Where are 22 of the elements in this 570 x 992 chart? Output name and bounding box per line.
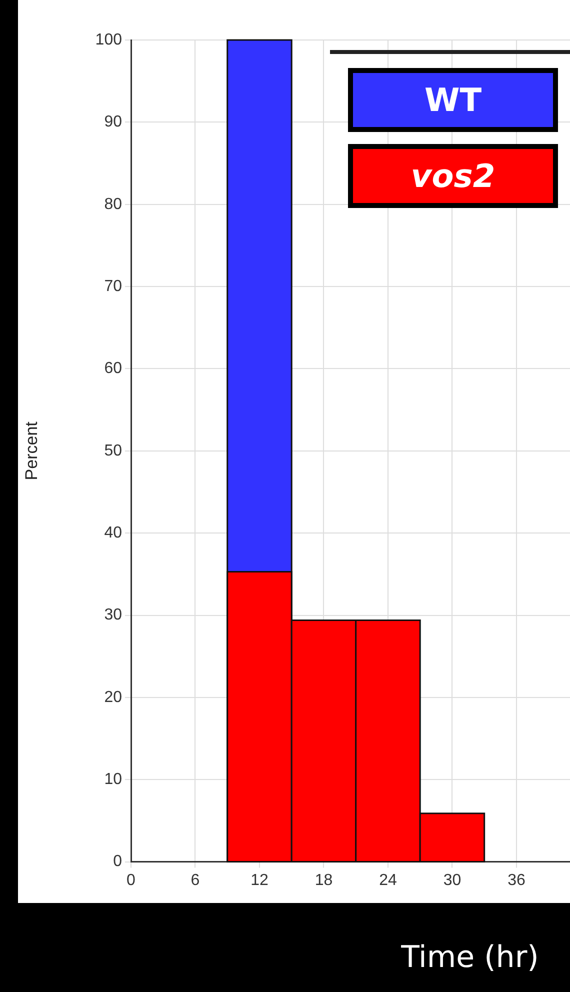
x-axis-title: Time (hr): [400, 940, 540, 975]
text: WT: [348, 68, 558, 132]
y-tick-label: 40: [104, 524, 122, 542]
y-tick-label: 20: [104, 688, 122, 706]
y-tick-label: 60: [104, 360, 122, 378]
x-tick-label: 12: [250, 872, 268, 889]
x-tick-label: 6: [190, 872, 200, 889]
y-tick-label: 90: [104, 114, 122, 131]
y-tick-label: 100: [95, 31, 122, 48]
x-tick-label: 24: [379, 872, 397, 889]
text: vos2: [348, 144, 558, 208]
y-tick-label: 10: [104, 771, 122, 788]
y-tick-label: 50: [104, 442, 122, 460]
x-tick-label: 30: [443, 872, 462, 889]
y-tick-label: 30: [104, 606, 122, 624]
x-tick-label: 36: [508, 872, 526, 889]
x-tick-label: 0: [126, 872, 136, 889]
y-tick-label: 0: [113, 853, 122, 870]
y-tick-label: 80: [104, 196, 122, 213]
y-tick-label: 70: [104, 278, 122, 295]
x-tick-label: 18: [314, 872, 333, 889]
y-axis-title: Percent: [22, 421, 41, 480]
